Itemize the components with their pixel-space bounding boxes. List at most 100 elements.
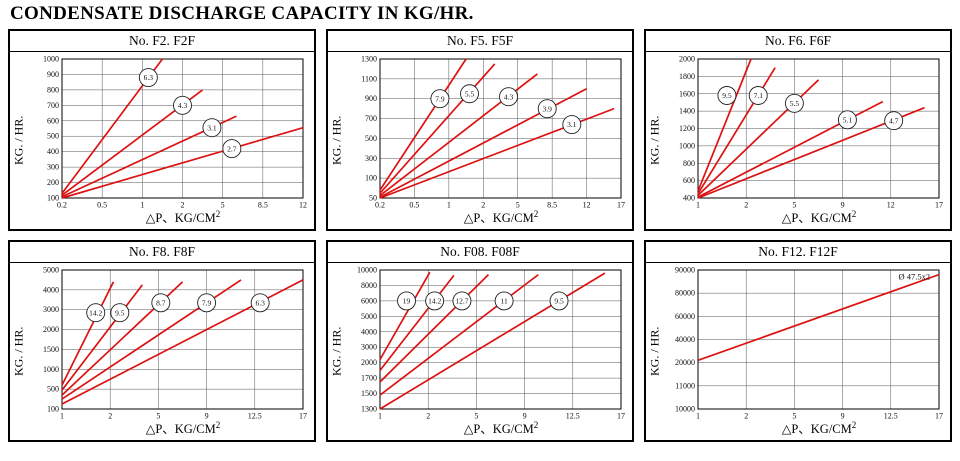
series-label-circle (748, 86, 768, 105)
y-tick-label: 100 (365, 174, 377, 183)
series-label: 3.9 (543, 104, 553, 113)
chart-plot-f2: 0.2 0.5 1 2 5 8.5 1210020030040050060070080090… (43, 55, 307, 210)
series-line (379, 58, 467, 191)
x-tick-label: 9 (523, 412, 527, 421)
series-label: 2.7 (227, 144, 237, 153)
y-tick-label: 1700 (361, 374, 377, 383)
chart-plot-f6: 1 2 5 9 12 1740060080010001200140016001800200… (679, 55, 943, 210)
y-tick-label: 1100 (361, 74, 377, 83)
charts-grid: No. F2. F2F KG. / HR. 0.2 0.5 1 2 5 8.5 12 100 2… (0, 28, 960, 442)
chart-plot-f8: 1 2 5 9 12.5 17 100 500 1000 1500 2000 3000 4000 5000… (43, 266, 307, 421)
x-axis-label-sup: 2 (533, 208, 539, 219)
y-axis-label: KG. / HR. (11, 115, 26, 166)
plot-border (379, 269, 622, 410)
x-tick-label: 17 (617, 412, 625, 421)
series-label-circle (197, 293, 217, 313)
x-axis-label: △P、KG/CM2 (346, 419, 632, 438)
plot-wrap: 1 2 5 9 12.5 17 10000 11000 20000 40000 60000 80000… (664, 263, 950, 440)
y-axis-label: KG. / HR. (329, 115, 344, 166)
x-axis-label-text: △P、KG/CM (463, 422, 534, 436)
series-label-circle (460, 84, 479, 104)
x-tick-label: 5 (221, 201, 225, 210)
y-tick-label: 5000 (43, 266, 59, 275)
series-label-circle (452, 291, 472, 311)
y-tick-label: 400 (47, 147, 59, 156)
y-tick-label: 1400 (679, 107, 695, 116)
y-tick-label: 60000 (675, 312, 695, 321)
plot-wrap: 0.2 0.5 1 2 5 8.5 12 17 50 100 300 500 700 900 1100 130… (346, 52, 632, 229)
x-tick-label: 1 (140, 201, 144, 210)
y-tick-label: 700 (365, 114, 377, 123)
plot-wrap: 1 2 5 9 12.5 17 100 500 1000 1500 2000 3000 4000 5000… (28, 263, 314, 440)
series-label-circle (537, 99, 557, 119)
y-tick-label: 1600 (679, 89, 695, 98)
x-tick-label: 2 (108, 412, 112, 421)
chart-title: No. F2. F2F (10, 31, 314, 52)
x-tick-label: 17 (617, 201, 625, 210)
y-tick-label: 20000 (675, 358, 695, 367)
chart-title: No. F6. F6F (646, 31, 950, 52)
y-tick-label: 6000 (361, 296, 377, 305)
x-tick-label: 12 (887, 201, 895, 210)
x-tick-label: 0.5 (409, 201, 419, 210)
x-axis-label-sup: 2 (533, 419, 539, 430)
x-tick-label: 8.5 (258, 201, 268, 210)
y-tick-label: 1000 (679, 141, 695, 150)
series-line (379, 272, 606, 410)
chart-body: KG. / HR. 1 2 5 9 12.5 17 100 500 1000 1500 2000 30… (10, 263, 314, 440)
x-axis-label-sup: 2 (215, 208, 221, 219)
chart-plot-f5: 0.2 0.5 1 2 5 8.5 12 17501003005007009001100130… (361, 55, 625, 210)
series-label: 4.3 (504, 92, 514, 101)
y-tick-label: 100 (47, 405, 59, 414)
x-tick-label: 12 (583, 201, 591, 210)
x-axis-label-sup: 2 (851, 419, 857, 430)
y-tick-label: 300 (47, 163, 59, 172)
x-axis-label-sup: 2 (851, 208, 857, 219)
series-label-circle (425, 291, 445, 311)
y-tick-label: 3000 (43, 305, 59, 314)
y-tick-label: 1000 (43, 55, 59, 64)
series-label-circle (549, 291, 569, 311)
x-tick-label: 2 (481, 201, 485, 210)
y-tick-label: 600 (47, 116, 59, 125)
x-tick-label: 2 (744, 201, 748, 210)
x-tick-label: 1 (447, 201, 451, 210)
x-tick-label: 0.5 (97, 201, 107, 210)
series-label: Ø 47.5x2 (899, 271, 931, 281)
x-axis-label-sup: 2 (215, 419, 221, 430)
y-tick-label: 1200 (679, 124, 695, 133)
x-tick-label: 5 (516, 201, 520, 210)
series-line (61, 126, 304, 199)
plot-border (61, 269, 304, 410)
series-label: 19 (403, 297, 411, 306)
y-tick-label: 900 (47, 70, 59, 79)
series-label-circle (499, 87, 518, 107)
chart-panel-f08: No. F08. F08F KG. / HR. 1 2 5 9 12.5 17 1300 15… (326, 240, 634, 442)
y-tick-label: 2000 (43, 325, 59, 334)
series-label: 11 (500, 297, 507, 306)
y-tick-label: 80000 (675, 289, 695, 298)
x-tick-label: 5 (156, 412, 160, 421)
y-tick-label: 1300 (361, 405, 377, 414)
series-line (61, 281, 115, 386)
y-tick-label: 1000 (43, 365, 59, 374)
x-axis-label: △P、KG/CM2 (28, 419, 314, 438)
plot-border (379, 58, 622, 199)
y-tick-label: 8000 (361, 281, 377, 290)
series-label-circle (138, 68, 158, 87)
y-tick-label: 2000 (361, 358, 377, 367)
series-label: 5.5 (790, 99, 800, 108)
y-tick-label: 1500 (361, 389, 377, 398)
x-tick-label: 5 (792, 201, 796, 210)
y-tick-label: 300 (365, 154, 377, 163)
x-tick-label: 8.5 (547, 201, 557, 210)
chart-plot-f08: 1 2 5 9 12.5 17 1300 1500 1700 2000 3000 4000 5000 60… (357, 266, 625, 421)
chart-panel-f12: No. F12. F12F KG. / HR. 1 2 5 9 12.5 17 10000 1… (644, 240, 952, 442)
series-label: 5.5 (465, 89, 475, 98)
x-tick-label: 9 (841, 412, 845, 421)
x-axis-label: △P、KG/CM2 (346, 208, 632, 227)
plot-border (697, 58, 940, 199)
x-tick-label: 12.5 (884, 412, 898, 421)
y-tick-label: 1800 (679, 72, 695, 81)
x-tick-label: 0.2 (375, 201, 385, 210)
